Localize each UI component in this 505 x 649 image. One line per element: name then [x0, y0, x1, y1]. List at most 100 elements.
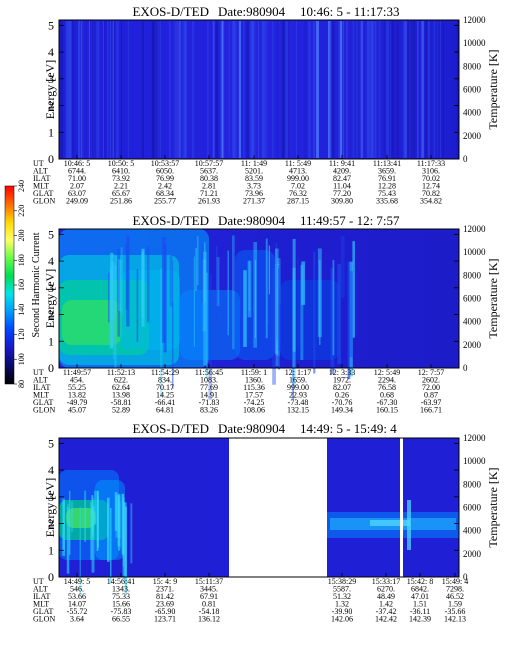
- spectrogram-streak: [407, 500, 411, 550]
- energy-tick-label: 4: [48, 254, 54, 268]
- spectrogram-region: [95, 480, 125, 560]
- energy-axis-label: Energy [eV]: [43, 478, 57, 537]
- table-cell: 76.58: [378, 383, 396, 392]
- spectrogram-streak: [372, 21, 375, 158]
- spectrogram-streak: [69, 490, 71, 555]
- table-cell: 15:33:17: [372, 577, 400, 586]
- energy-tick-label: 2: [48, 99, 54, 113]
- table-cell: 82.47: [333, 174, 351, 183]
- energy-tick-label: 2: [48, 308, 54, 322]
- spectrogram-streak: [278, 268, 281, 370]
- spectrogram-streak: [175, 21, 179, 158]
- spectrogram-streak: [231, 21, 235, 158]
- row-label: UT: [33, 368, 44, 377]
- table-cell: 46.52: [446, 592, 464, 601]
- panel-2: EXOS-D/TED Date:980904 11:49:57 - 12: 7:…: [33, 213, 500, 415]
- spectrogram-streak: [104, 21, 106, 158]
- spectrogram-streak: [142, 21, 144, 158]
- table-cell: -66.41: [155, 398, 176, 407]
- spectrogram-streak: [292, 267, 296, 386]
- table-cell: 76.91: [378, 174, 396, 183]
- table-cell: 55.25: [68, 383, 86, 392]
- spectrogram-streak: [378, 21, 381, 158]
- temperature-tick-label: 6000: [463, 294, 482, 304]
- spectrogram-streak: [214, 21, 217, 158]
- spectrogram-streak: [70, 501, 74, 532]
- spectrogram-streak: [122, 500, 125, 567]
- table-cell: 70.82: [422, 189, 440, 198]
- table-cell: -74.25: [244, 398, 265, 407]
- table-cell: 66.55: [112, 615, 130, 624]
- table-cell: 63.07: [68, 189, 86, 198]
- table-cell: 5637.: [200, 167, 218, 176]
- table-cell: -39.90: [332, 607, 353, 616]
- spectrogram-streak: [346, 21, 348, 158]
- spectrogram-streak: [136, 269, 139, 342]
- spectrogram-streak: [319, 259, 321, 345]
- spectrogram-streak: [417, 21, 419, 158]
- spectrogram-streak: [117, 259, 122, 312]
- temperature-tick-label: 12000: [463, 224, 486, 234]
- table-cell: 23.69: [156, 600, 174, 609]
- table-cell: 335.68: [376, 197, 398, 206]
- row-label: ALT: [33, 376, 48, 385]
- table-cell: 1.59: [448, 600, 462, 609]
- spectrogram-streak: [191, 21, 195, 158]
- spectrogram-streak: [370, 21, 374, 158]
- temperature-axis-label: Temperature [K]: [486, 258, 500, 338]
- spectrogram-streak: [254, 21, 256, 158]
- table-cell: -65.90: [155, 607, 176, 616]
- energy-axis-label: Energy [eV]: [43, 60, 57, 119]
- spectrogram-streak: [386, 21, 389, 158]
- table-cell: 1.51: [413, 600, 427, 609]
- spectrogram-streak: [63, 501, 65, 551]
- energy-axis: 0 1 2 3 4 5: [48, 18, 459, 166]
- spectrogram-streak: [425, 21, 428, 158]
- temperature-tick-label: 4000: [463, 526, 482, 536]
- spectrogram-streak: [110, 507, 112, 584]
- table-cell: 17.57: [245, 391, 263, 400]
- table-cell: 15:42: 8: [407, 577, 433, 586]
- energy-axis: 0 1 2 3 4 5: [48, 436, 459, 584]
- table-cell: 12: 7:57: [418, 368, 444, 377]
- spectrogram-streak: [84, 490, 87, 542]
- spectrogram-streak: [272, 267, 276, 385]
- table-cell: 13.98: [112, 391, 130, 400]
- table-cell: 71.00: [68, 174, 86, 183]
- row-label: MLT: [33, 182, 49, 191]
- table-cell: 70.02: [422, 174, 440, 183]
- spectrogram-streak: [233, 21, 237, 158]
- spectrogram-streak: [80, 21, 83, 158]
- spectrogram-streak: [440, 21, 445, 158]
- table-cell: 47.01: [411, 592, 429, 601]
- table-cell: 75.43: [378, 189, 396, 198]
- table-cell: 115.36: [243, 383, 265, 392]
- spectrogram-streak: [117, 493, 120, 547]
- panel-time-range: 14:49: 5 - 15:49: 4: [300, 421, 397, 436]
- plot-area: [58, 19, 460, 160]
- table-cell: 7298.: [446, 585, 464, 594]
- spectrogram-streak: [356, 21, 360, 158]
- table-cell: -54.18: [199, 607, 220, 616]
- spectrogram-streak: [285, 21, 287, 158]
- spectrogram-streak: [341, 21, 344, 158]
- spectrogram-streak: [281, 21, 285, 158]
- spectrogram-streak: [328, 21, 330, 158]
- spectrogram-streak: [62, 498, 66, 556]
- spectrogram-streak: [421, 21, 425, 158]
- panel-date: Date:980904: [218, 4, 286, 19]
- spectrogram-streak: [169, 255, 173, 307]
- spectrogram-streak: [222, 21, 224, 158]
- spectrogram-streak: [195, 248, 197, 291]
- plot-area: [58, 437, 460, 596]
- table-cell: 1.32: [335, 600, 349, 609]
- spectrogram-streak: [128, 21, 129, 158]
- spectrogram-streak: [160, 268, 163, 398]
- table-cell: 454.: [70, 376, 84, 385]
- spectrogram-streak: [248, 260, 251, 311]
- spectrogram-streak: [332, 21, 335, 158]
- table-cell: 2.42: [158, 182, 172, 191]
- spectrogram-streak: [266, 255, 270, 326]
- spectrogram-streak: [313, 21, 316, 158]
- spectrogram-band: [370, 520, 410, 526]
